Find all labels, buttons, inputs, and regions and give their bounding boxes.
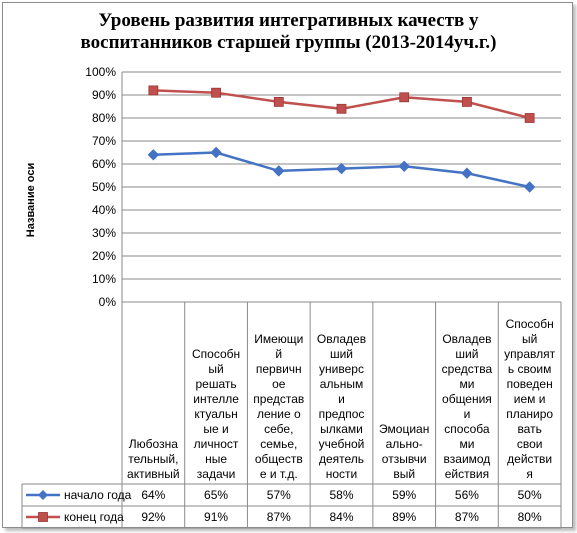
table-value: 91%: [204, 510, 228, 524]
y-axis-title: Название оси: [25, 163, 37, 237]
y-tick-label: 40%: [92, 203, 116, 217]
legend-series-name: конец года: [64, 510, 124, 524]
data-point: [461, 167, 473, 179]
data-point: [210, 146, 222, 159]
x-category-label: Любозна тельный, активный: [127, 437, 180, 481]
data-point: [524, 113, 535, 123]
table-value: 64%: [141, 488, 165, 502]
data-point: [273, 97, 284, 107]
table-value: 87%: [267, 510, 291, 524]
y-tick-label: 50%: [92, 180, 116, 194]
chart-frame: [2, 2, 573, 528]
y-tick-label: 100%: [85, 65, 116, 79]
table-value: 65%: [204, 488, 228, 502]
data-point: [211, 87, 221, 98]
table-value: 80%: [518, 510, 542, 524]
x-category-label: Способн ый решать интелле ктуальн ые и л…: [191, 347, 241, 481]
table-value: 92%: [141, 510, 165, 524]
y-tick-label: 30%: [92, 226, 116, 240]
y-tick-label: 0%: [99, 295, 117, 309]
table-value: 89%: [392, 510, 416, 524]
x-category-label: Овладев ший универс альным и предпос ылк…: [316, 332, 367, 481]
legend-series-name: начало года: [64, 488, 132, 502]
y-tick-label: 80%: [92, 111, 116, 125]
data-point: [462, 97, 472, 107]
x-category-label: Эмоциан ально- отзывчи вый: [379, 422, 430, 481]
data-point: [147, 149, 160, 161]
data-point: [273, 165, 285, 177]
table-value: 84%: [329, 510, 353, 524]
y-tick-label: 90%: [92, 88, 116, 102]
data-point: [335, 162, 348, 175]
data-point: [336, 103, 347, 114]
table-value: 58%: [329, 488, 353, 502]
y-tick-label: 20%: [92, 249, 116, 263]
x-category-label: Овладев ший средства ми общения и способ…: [441, 332, 493, 481]
table-value: 57%: [267, 488, 291, 502]
y-tick-label: 60%: [92, 157, 116, 171]
x-category-label: Способн ый управлят ь своим поведен ием …: [504, 317, 556, 481]
table-value: 56%: [455, 488, 479, 502]
chart-title: Уровень развития интегративных качеств у…: [80, 10, 497, 53]
data-point: [523, 181, 536, 193]
data-point: [148, 85, 159, 96]
legend-key-marker: [38, 512, 48, 522]
data-point: [398, 160, 410, 173]
table-value: 50%: [518, 488, 542, 502]
data-point: [399, 92, 410, 103]
y-tick-label: 10%: [92, 272, 116, 286]
y-tick-label: 70%: [92, 134, 116, 148]
table-value: 87%: [455, 510, 479, 524]
x-category-label: Имеющи й первичн ое представ ление о себ…: [253, 332, 305, 481]
table-value: 59%: [392, 488, 416, 502]
legend-key-marker: [38, 490, 48, 500]
